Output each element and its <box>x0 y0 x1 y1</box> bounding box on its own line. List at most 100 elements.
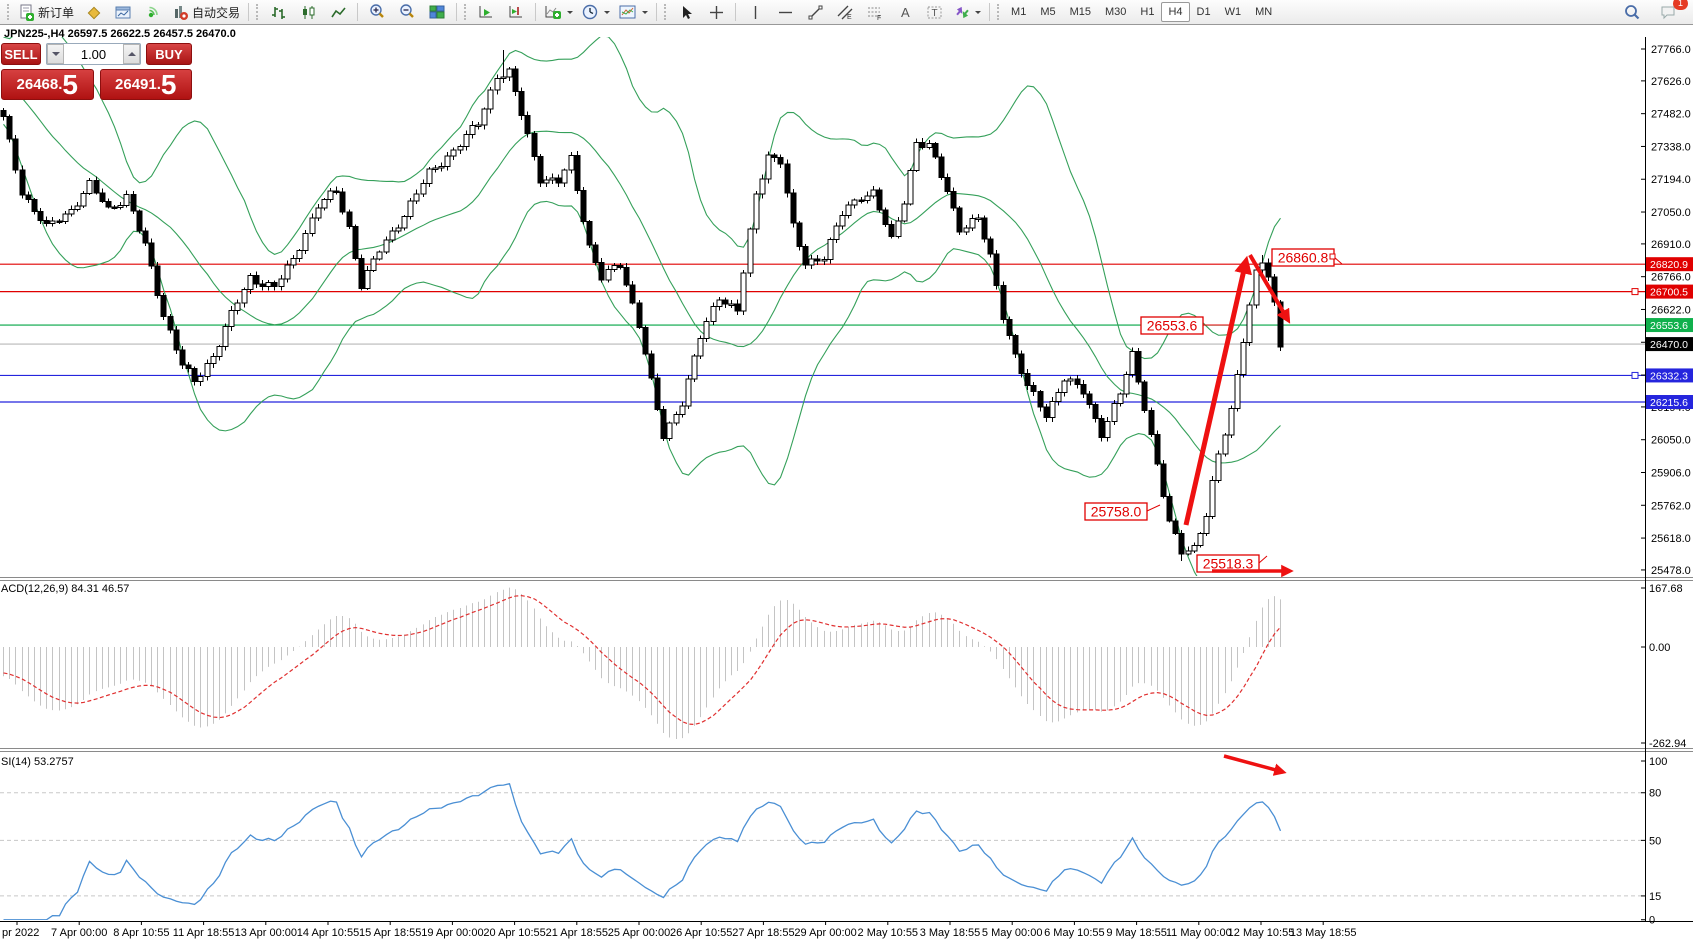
timeframe-button-W1[interactable]: W1 <box>1224 6 1242 18</box>
volume-increase-button[interactable] <box>123 44 140 64</box>
buy-button[interactable]: BUY <box>146 43 192 65</box>
annotation-box[interactable] <box>1084 502 1148 521</box>
trendline-tool-button[interactable] <box>800 0 830 24</box>
auto-scroll-button[interactable] <box>471 0 501 24</box>
zoom-in-icon <box>370 4 384 18</box>
svg-text:5 May 00:00: 5 May 00:00 <box>982 927 1043 939</box>
price-axis[interactable]: 27766.0 27626.0 27482.0 27338.0 27194.0 27050… <box>1641 44 1691 927</box>
svg-text:15: 15 <box>1649 891 1661 903</box>
timeframe-button-M30[interactable]: M30 <box>1105 6 1127 18</box>
chart-canvas[interactable]: 27766.0 27626.0 27482.0 27338.0 27194.0 27050… <box>0 25 1693 941</box>
rsi-line <box>3 782 1282 920</box>
indicators-button[interactable] <box>540 0 577 24</box>
macd-signal-line <box>3 595 1281 726</box>
signals-button[interactable] <box>138 0 168 24</box>
gold-rhombus-icon <box>87 6 100 19</box>
horizontal-line-tool-button[interactable] <box>770 0 800 24</box>
equidistant-channel-tool-button[interactable]: E <box>830 0 860 24</box>
autotrading-button[interactable]: 自动交易 <box>168 0 244 24</box>
chart-shift-button[interactable] <box>501 0 531 24</box>
bollinger-bands <box>3 37 1281 576</box>
metaeditor-button[interactable] <box>78 0 108 24</box>
svg-text:26332.3: 26332.3 <box>1650 370 1688 382</box>
buy-price-pips: 5 <box>160 69 177 100</box>
volume-decrease-button[interactable] <box>47 44 64 64</box>
chart-window-icon <box>115 6 131 18</box>
toolbar-grip <box>664 4 668 20</box>
macd-indicator-label: ACD(12,26,9) 84.31 46.57 <box>1 583 130 595</box>
volume-control <box>46 43 141 65</box>
arrow-objects-icon <box>956 6 969 18</box>
sell-button[interactable]: SELL <box>1 43 41 65</box>
timeframe-button-D1[interactable]: D1 <box>1196 6 1211 18</box>
search-button[interactable] <box>1617 0 1647 24</box>
svg-text:26553.6: 26553.6 <box>1650 320 1688 332</box>
line-chart-mode-button[interactable] <box>323 0 353 24</box>
svg-text:25618.0: 25618.0 <box>1651 533 1691 545</box>
svg-text:80: 80 <box>1649 788 1661 800</box>
svg-text:27 Apr 18:55: 27 Apr 18:55 <box>732 927 794 939</box>
buy-price-display[interactable]: 26491. 5 <box>99 69 192 100</box>
timeframe-button-M5[interactable]: M5 <box>1040 6 1056 18</box>
chat-bubble-icon <box>1661 6 1675 20</box>
fibonacci-tool-button[interactable]: F <box>860 0 890 24</box>
cursor-button[interactable] <box>671 0 701 24</box>
autotrading-icon <box>175 5 189 20</box>
trend-arrow[interactable] <box>1183 255 1252 526</box>
horizontal-level-lines[interactable] <box>0 263 1645 403</box>
time-axis[interactable]: pr 2022 7 Apr 00:00 8 Apr 10:55 11 Apr 18:5… <box>2 921 1357 939</box>
volume-input[interactable] <box>64 44 123 64</box>
crosshair-button[interactable] <box>701 0 731 24</box>
candlestick-mode-button[interactable] <box>293 0 323 24</box>
line-chart-icon <box>330 6 346 17</box>
svg-text:-262.94: -262.94 <box>1649 738 1686 750</box>
dropdown-caret-icon <box>975 11 982 17</box>
toolbar-separator <box>735 3 737 21</box>
price-annotations[interactable]: 26860.8 26553.6 25758.0 25518.3 <box>1084 248 1343 573</box>
chart-area[interactable]: JPN225-,H4 26597.5 26622.5 26457.5 26470… <box>0 25 1693 941</box>
svg-text:0.00: 0.00 <box>1649 642 1670 654</box>
timeframe-button-H1[interactable]: H1 <box>1140 6 1155 18</box>
line-handle[interactable] <box>1631 371 1639 379</box>
svg-text:pr 2022: pr 2022 <box>2 927 39 939</box>
templates-button[interactable] <box>614 0 652 24</box>
tile-windows-button[interactable] <box>422 0 452 24</box>
svg-text:25478.0: 25478.0 <box>1651 565 1691 577</box>
timeframe-button-MN[interactable]: MN <box>1255 6 1273 18</box>
svg-text:6 May 10:55: 6 May 10:55 <box>1044 927 1105 939</box>
text-label-tool-button[interactable]: T <box>920 0 950 24</box>
periods-button[interactable] <box>577 0 614 24</box>
new-chart-button[interactable] <box>108 0 138 24</box>
vertical-line-tool-button[interactable] <box>740 0 770 24</box>
zoom-out-button[interactable] <box>392 0 422 24</box>
svg-text:26766.0: 26766.0 <box>1651 272 1691 284</box>
svg-text:27626.0: 27626.0 <box>1651 76 1691 88</box>
svg-text:27050.0: 27050.0 <box>1651 207 1691 219</box>
new-order-label: 新订单 <box>38 5 75 20</box>
timeframe-button-M15[interactable]: M15 <box>1069 6 1091 18</box>
svg-text:F: F <box>877 15 881 21</box>
bar-chart-mode-button[interactable] <box>263 0 293 24</box>
svg-text:20 Apr 10:55: 20 Apr 10:55 <box>483 927 545 939</box>
down-arrow-icon <box>51 52 60 60</box>
candlestick-series <box>0 49 1284 561</box>
trend-arrow[interactable] <box>1223 754 1287 776</box>
svg-text:11 Apr 18:55: 11 Apr 18:55 <box>173 927 235 939</box>
cursor-arrow-icon <box>683 5 693 19</box>
arrows-tool-button[interactable] <box>950 0 985 24</box>
trend-arrows[interactable] <box>1183 253 1294 776</box>
svg-text:7 Apr 00:00: 7 Apr 00:00 <box>51 927 107 939</box>
chart-shift-icon <box>509 5 523 17</box>
trend-arrow[interactable] <box>1248 253 1291 324</box>
text-tool-button[interactable]: A <box>890 0 920 24</box>
svg-text:15 Apr 18:55: 15 Apr 18:55 <box>359 927 421 939</box>
timeframe-button-H4[interactable]: H4 <box>1161 2 1190 22</box>
sell-price-display[interactable]: 26468. 5 <box>1 69 94 100</box>
line-handle[interactable] <box>1631 288 1639 296</box>
timeframe-button-M1[interactable]: M1 <box>1011 6 1027 18</box>
svg-text:50: 50 <box>1649 835 1661 847</box>
toolbar-separator <box>989 3 991 21</box>
new-order-button[interactable]: 新订单 <box>14 0 78 24</box>
zoom-in-button[interactable] <box>362 0 392 24</box>
notifications-button[interactable]: 1 <box>1653 0 1688 24</box>
